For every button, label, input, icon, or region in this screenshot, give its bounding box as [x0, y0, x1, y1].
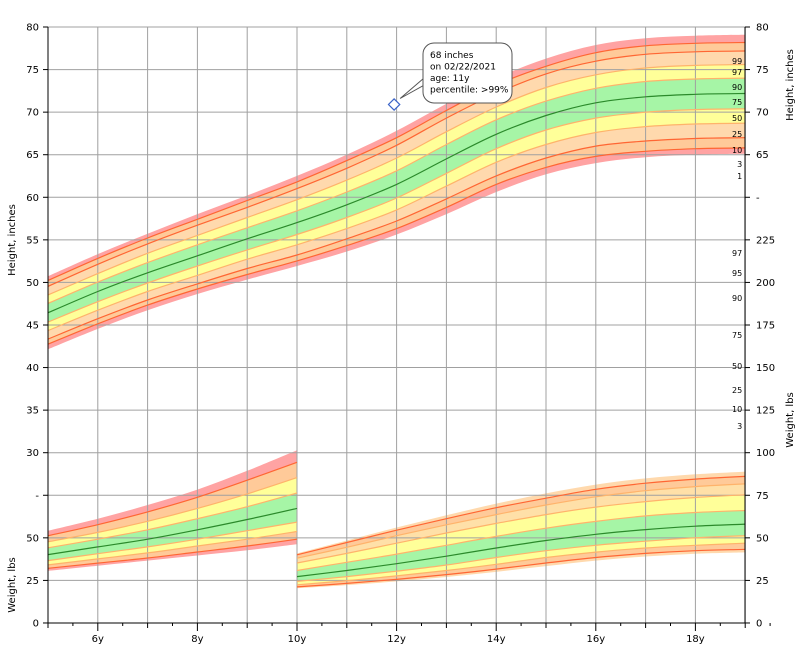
weight-older-curve-p3 — [296, 548, 746, 588]
weight-young-curve-p90 — [47, 477, 298, 543]
left-tick-label: 50 — [26, 278, 39, 289]
left-tick-label: 50 — [26, 533, 39, 544]
weight-older-curve-p75 — [296, 509, 746, 572]
weight-young-curve-p97 — [47, 461, 298, 537]
x-tick-label: 14y — [487, 634, 506, 645]
height-curve-p50 — [47, 92, 746, 314]
height-percentile-label-10: 10 — [732, 146, 742, 155]
height-percentile-label-1: 1 — [737, 172, 742, 181]
percentile-labels: 1 3 10 25 50 75 90 97 99 3 10 25 50 75 90 95 97 — [732, 57, 742, 431]
height-percentile-label-99: 99 — [732, 57, 742, 66]
right-tick-label: 70 — [756, 108, 769, 119]
height-percentile-label-25: 25 — [732, 130, 742, 139]
weight-older-curve-p95 — [296, 483, 746, 559]
left-axis-label-weight: Weight, lbs — [7, 557, 18, 613]
left-tick-label: 80 — [26, 23, 39, 34]
weight-percentile-label-25: 25 — [732, 386, 742, 395]
right-tick-label: 225 — [756, 235, 775, 246]
right-tick-label: 25 — [756, 576, 769, 587]
weight-young-curve-p75 — [47, 492, 298, 549]
weight-young-curve-p10 — [47, 530, 298, 566]
weight-older-curve-p90 — [296, 494, 746, 564]
left-tick-label: 45 — [26, 320, 39, 331]
left-tick-label: - — [35, 491, 39, 502]
left-tick-label: 60 — [26, 193, 39, 204]
left-tick-label: 55 — [26, 235, 39, 246]
left-axis-label-height: Height, inches — [7, 204, 18, 276]
left-tick-label: 40 — [26, 363, 39, 374]
tooltip-line: on 02/22/2021 — [430, 63, 496, 73]
weight-percentile-label-3: 3 — [737, 422, 742, 431]
weight-percentile-label-95: 95 — [732, 269, 742, 278]
height-curve-p97 — [47, 50, 746, 287]
right-tick-label: 100 — [756, 448, 775, 459]
right-tick-label: 80 — [756, 23, 769, 34]
right-tick-label: 200 — [756, 278, 775, 289]
left-tick-label: 0 — [33, 618, 39, 629]
height-percentile-label-90: 90 — [732, 83, 742, 92]
percentile-curves — [47, 41, 746, 588]
right-tick-label: 125 — [756, 406, 775, 417]
height-curve-p3 — [47, 137, 746, 340]
left-tick-label: 35 — [26, 406, 39, 417]
right-axis-label-height: Height, inches — [785, 49, 796, 121]
right-tick-label: 65 — [756, 150, 769, 161]
measurement-marker — [387, 97, 401, 112]
height-curve-p10 — [47, 122, 746, 332]
x-tick-label: 16y — [586, 634, 605, 645]
weight-percentile-label-10: 10 — [732, 405, 742, 414]
right-tick-label: 0 — [756, 618, 762, 629]
right-tick-label: 150 — [756, 363, 775, 374]
height-band-25-75 — [48, 78, 746, 323]
weight-older-curve-p10 — [296, 542, 746, 586]
left-tick-label: 70 — [26, 108, 39, 119]
weight-older-curve-p97 — [296, 475, 746, 556]
weight-young-curve-p25 — [47, 521, 298, 562]
weight-older-curve-p50 — [296, 523, 746, 578]
x-tick-label: 6y — [92, 634, 104, 645]
tooltip-box — [422, 42, 513, 104]
x-tick-label: 18y — [686, 634, 705, 645]
right-axis-label-weight: Weight, lbs — [785, 392, 796, 448]
height-percentile-label-75: 75 — [732, 98, 742, 107]
height-percentile-label-3: 3 — [737, 160, 742, 169]
left-tick-label: 30 — [26, 448, 39, 459]
height-percentile-label-50: 50 — [732, 114, 742, 123]
tooltip-line: age: 11y — [430, 74, 470, 84]
left-tick-label: 25 — [26, 576, 39, 587]
weight-percentile-label-50: 50 — [732, 362, 742, 371]
height-curve-p99 — [47, 41, 746, 282]
weight-young-curve-p50 — [47, 507, 298, 556]
x-tick-label: 10y — [288, 634, 307, 645]
weight-percentile-label-90: 90 — [732, 294, 742, 303]
left-tick-label: 75 — [26, 65, 39, 76]
right-tick-label: 50 — [756, 533, 769, 544]
weight-older-curve-p25 — [296, 535, 746, 582]
right-tick-label: - — [756, 193, 760, 204]
tooltip-line: percentile: >99% — [430, 86, 509, 96]
height-percentile-label-97: 97 — [732, 68, 742, 77]
right-tick-label: 75 — [756, 65, 769, 76]
right-tick-label: 175 — [756, 320, 775, 331]
x-tick-label: 12y — [387, 634, 406, 645]
axes: 8075706560555045403530-5025080757065-225… — [7, 23, 796, 646]
weight-young-curve-p3 — [47, 538, 298, 569]
weight-band-older-25-75 — [297, 510, 746, 582]
weight-percentile-label-97: 97 — [732, 249, 742, 258]
tooltip-line: 68 inches — [430, 51, 474, 61]
left-tick-label: 65 — [26, 150, 39, 161]
weight-percentile-label-75: 75 — [732, 331, 742, 340]
height-curve-p90 — [47, 63, 746, 296]
height-curve-p75 — [47, 77, 746, 304]
height-curve-p25 — [47, 108, 746, 323]
height-curve-p1 — [47, 147, 746, 345]
x-tick-label: 8y — [191, 634, 203, 645]
right-tick-label: 75 — [756, 491, 769, 502]
